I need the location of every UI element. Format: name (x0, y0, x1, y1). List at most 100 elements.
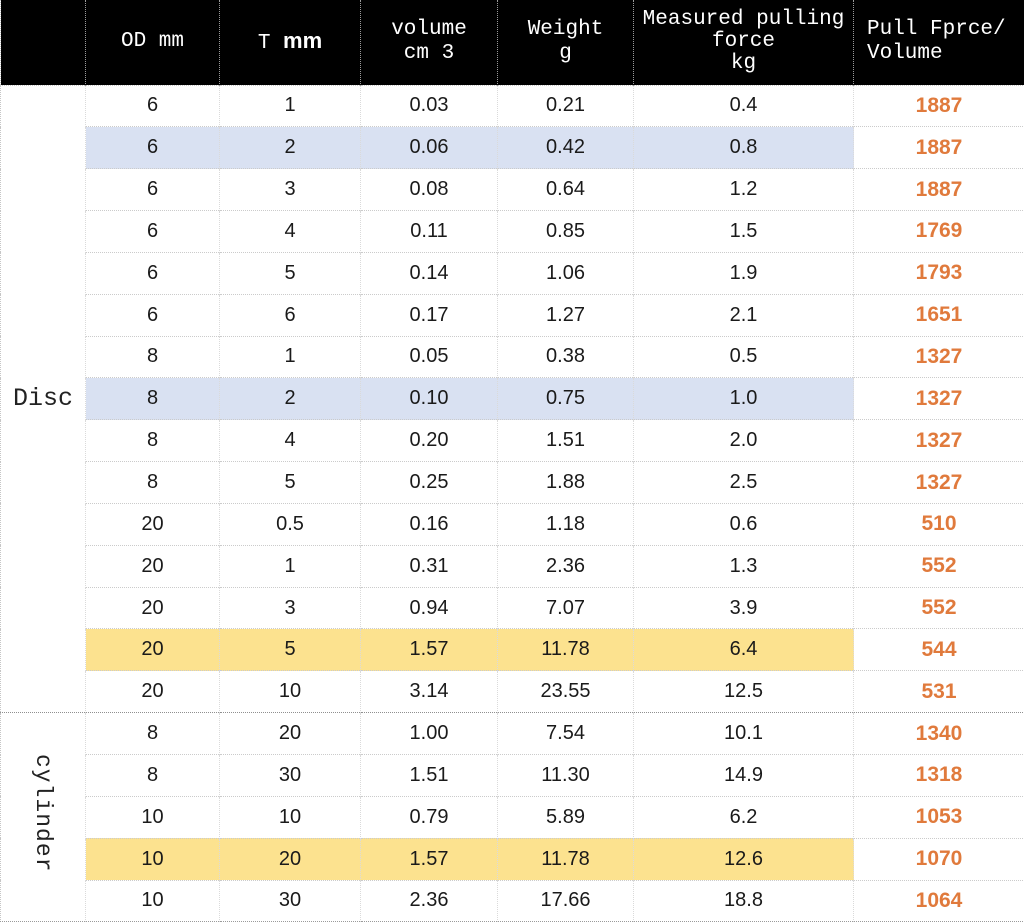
header-ppv-line2: Volume (867, 42, 943, 66)
cell-volume: 0.03 (360, 84, 498, 127)
cell-weight: 1.06 (497, 251, 634, 295)
cell-weight: 11.30 (497, 754, 634, 797)
cell-force: 0.5 (633, 335, 854, 378)
cell-t: 30 (219, 879, 361, 922)
cell-t: 0.5 (219, 502, 361, 546)
cell-force: 1.3 (633, 544, 854, 588)
cell-t: 20 (219, 837, 361, 881)
cell-od: 6 (85, 251, 220, 295)
cell-weight: 0.75 (497, 377, 634, 420)
cell-pull-per-volume: 1070 (853, 837, 1024, 881)
cell-pull-per-volume: 1327 (853, 335, 1024, 378)
cell-volume: 0.25 (360, 461, 498, 504)
header-weight-line2: g (559, 42, 572, 66)
cell-volume: 0.11 (360, 210, 498, 253)
header-cell-thickness: T mm (219, 0, 361, 85)
cell-weight: 1.51 (497, 419, 634, 462)
cell-pull-per-volume: 1327 (853, 461, 1024, 504)
cell-weight: 0.38 (497, 335, 634, 378)
cell-weight: 0.21 (497, 84, 634, 127)
cell-force: 18.8 (633, 879, 854, 922)
cell-force: 2.5 (633, 461, 854, 504)
cell-od: 6 (85, 168, 220, 211)
cell-weight: 5.89 (497, 795, 634, 839)
cell-t: 6 (219, 293, 361, 337)
table-body: Disc 6 1 0.03 0.21 0.4 1887 6 2 0.06 0.42 0.8 1887 6 3… (0, 84, 1024, 922)
cell-pull-per-volume: 1327 (853, 419, 1024, 462)
cell-pull-per-volume: 552 (853, 586, 1024, 629)
cell-od: 20 (85, 628, 220, 671)
table-row: 8 5 0.25 1.88 2.5 1327 (1, 461, 1024, 504)
cell-t: 10 (219, 795, 361, 839)
table-row: cylinder 8 20 1.00 7.54 10.1 1340 (0, 712, 1024, 922)
cell-force: 14.9 (633, 754, 854, 797)
cell-volume: 2.36 (360, 879, 498, 922)
cell-t: 1 (219, 544, 361, 588)
table-row: 8 2 0.10 0.75 1.0 1327 (1, 377, 1024, 420)
cell-volume: 0.06 (360, 126, 498, 169)
cell-pull-per-volume: 1769 (853, 210, 1024, 253)
cell-force: 0.4 (633, 84, 854, 127)
header-ppv-line1: Pull Fprce/ (867, 18, 1006, 42)
cell-pull-per-volume: 1318 (853, 754, 1024, 797)
table-header: OD mm T mm volume cm 3 Weight g Measured… (0, 0, 1024, 85)
cell-force: 12.6 (633, 837, 854, 881)
cell-volume: 0.94 (360, 586, 498, 629)
cell-od: 6 (85, 210, 220, 253)
cell-t: 1 (219, 84, 361, 127)
table-row: 6 2 0.06 0.42 0.8 1887 (1, 126, 1024, 169)
cell-volume: 3.14 (360, 670, 498, 713)
cell-volume: 0.14 (360, 251, 498, 295)
table-row: 8 30 1.51 11.30 14.9 1318 (1, 754, 1024, 797)
cell-weight: 7.54 (497, 712, 634, 755)
cell-od: 8 (85, 335, 220, 378)
table-row: 10 10 0.79 5.89 6.2 1053 (1, 795, 1024, 839)
cell-t: 5 (219, 461, 361, 504)
cell-weight: 1.27 (497, 293, 634, 337)
cell-volume: 0.31 (360, 544, 498, 588)
cell-pull-per-volume: 1053 (853, 795, 1024, 839)
group-label-cylinder: cylinder (0, 712, 86, 922)
cell-force: 6.4 (633, 628, 854, 671)
cell-t: 4 (219, 419, 361, 462)
cell-volume: 0.05 (360, 335, 498, 378)
cell-od: 20 (85, 544, 220, 588)
cell-pull-per-volume: 1887 (853, 168, 1024, 211)
cell-od: 8 (85, 712, 220, 755)
cell-volume: 0.16 (360, 502, 498, 546)
cell-weight: 23.55 (497, 670, 634, 713)
cell-t: 1 (219, 335, 361, 378)
cell-t: 3 (219, 168, 361, 211)
cell-od: 6 (85, 293, 220, 337)
cell-volume: 0.08 (360, 168, 498, 211)
table-row: 8 1 0.05 0.38 0.5 1327 (1, 335, 1024, 378)
cell-force: 0.6 (633, 502, 854, 546)
header-cell-volume: volume cm 3 (360, 0, 498, 85)
cell-pull-per-volume: 552 (853, 544, 1024, 588)
cell-pull-per-volume: 1651 (853, 293, 1024, 337)
cell-od: 8 (85, 377, 220, 420)
cell-volume: 1.57 (360, 628, 498, 671)
cell-t: 5 (219, 628, 361, 671)
cell-volume: 1.00 (360, 712, 498, 755)
table-row: 20 10 3.14 23.55 12.5 531 (1, 670, 1024, 713)
cell-od: 6 (85, 126, 220, 169)
header-t-prefix: T (257, 32, 284, 56)
cell-volume: 0.20 (360, 419, 498, 462)
group-label-disc: Disc (0, 84, 86, 713)
header-force-line2: force (711, 30, 775, 54)
group-label-text: Disc (12, 384, 73, 414)
table-row: 10 20 1.57 11.78 12.6 1070 (1, 837, 1024, 881)
cell-force: 2.1 (633, 293, 854, 337)
cell-t: 2 (219, 126, 361, 169)
cell-force: 0.8 (633, 126, 854, 169)
header-od-label: OD mm (120, 30, 184, 54)
cell-od: 10 (85, 837, 220, 881)
cell-weight: 1.18 (497, 502, 634, 546)
header-cell-pull-per-volume: Pull Fprce/ Volume (853, 0, 1024, 85)
table-row: 20 1 0.31 2.36 1.3 552 (1, 544, 1024, 588)
cell-pull-per-volume: 1793 (853, 251, 1024, 295)
cell-od: 20 (85, 670, 220, 713)
cell-weight: 17.66 (497, 879, 634, 922)
